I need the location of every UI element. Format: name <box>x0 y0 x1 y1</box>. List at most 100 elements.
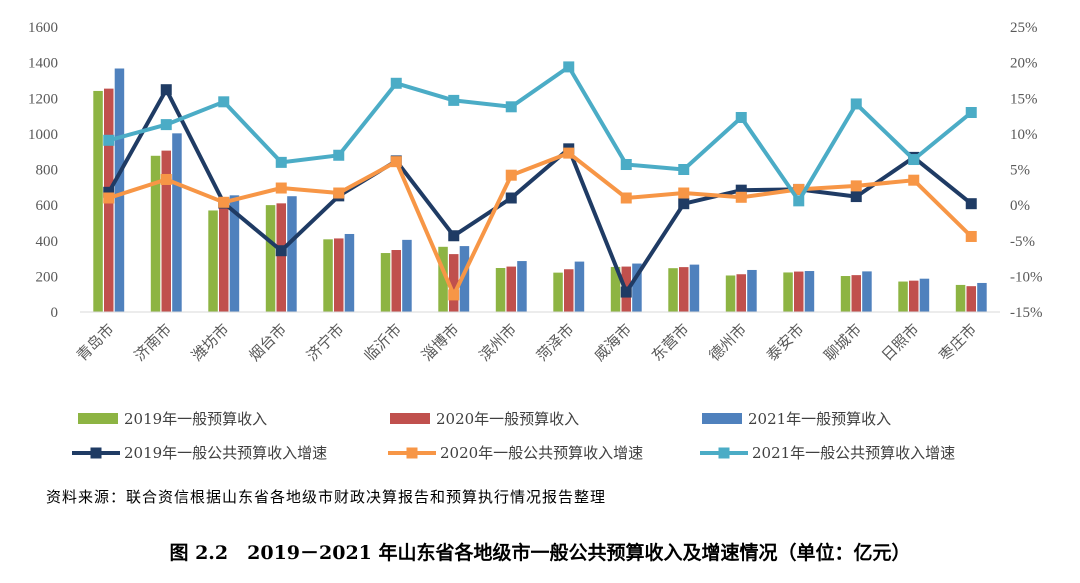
line-series-3 <box>108 64 973 203</box>
y-left-tick-label: 200 <box>36 269 59 285</box>
line-point-1-8 <box>505 192 517 204</box>
line-point-1-7 <box>448 230 460 242</box>
category-label: 临沂市 <box>361 320 406 365</box>
y-left-tick-label: 800 <box>36 163 59 179</box>
legend-swatch-marker-2 <box>406 447 418 459</box>
bar-2-8 <box>506 266 516 312</box>
bar-1-4 <box>265 205 276 312</box>
bar-2-6 <box>391 250 401 312</box>
bar-1-9 <box>553 272 563 312</box>
line-point-2-10 <box>620 192 632 204</box>
line-point-3-14 <box>850 98 862 110</box>
bar-2-5 <box>334 238 344 312</box>
bar-3-16 <box>977 282 987 312</box>
bar-1-8 <box>495 268 506 312</box>
bar-2-13 <box>794 271 804 312</box>
bar-2-3 <box>219 206 229 312</box>
bar-1-7 <box>438 246 448 312</box>
source-note: 资料来源：联合资信根据山东省各地级市财政决算报告和预算执行情况报告整理 <box>46 488 607 506</box>
legend-swatch-marker-1 <box>90 447 102 459</box>
y-left-tick-label: 1600 <box>28 20 58 36</box>
y-left-tick-label: 400 <box>36 234 59 250</box>
legend-label: 2020年一般公共预算收入增速 <box>440 444 643 462</box>
category-label: 潍坊市 <box>188 320 233 365</box>
line-series-2 <box>108 151 973 297</box>
line-point-3-12 <box>735 111 747 123</box>
line-point-2-16 <box>965 230 977 242</box>
bar-2-9 <box>564 269 574 312</box>
line-point-3-2 <box>160 119 172 131</box>
y-right-tick-label: 0% <box>1010 198 1030 214</box>
bar-1-14 <box>840 276 851 312</box>
bar-2-16 <box>966 286 976 312</box>
category-label: 菏泽市 <box>533 320 578 365</box>
line-point-3-9 <box>563 61 575 73</box>
line-point-3-6 <box>390 77 402 89</box>
line-point-1-10 <box>620 286 632 298</box>
line-point-3-8 <box>505 101 517 113</box>
category-label: 济宁市 <box>303 320 348 365</box>
bar-3-10 <box>632 263 642 312</box>
bar-1-5 <box>323 239 333 312</box>
line-point-1-12 <box>735 184 747 196</box>
bar-2-14 <box>851 275 861 312</box>
bar-3-1 <box>114 68 125 312</box>
legend-swatch-bar-3 <box>702 413 742 424</box>
bar-2-15 <box>909 280 919 312</box>
bar-1-10 <box>610 266 621 312</box>
y-left-tick-label: 1200 <box>28 91 58 107</box>
line-point-2-15 <box>908 174 920 186</box>
category-label: 烟台市 <box>246 320 291 365</box>
bar-3-5 <box>344 233 355 312</box>
category-label: 德州市 <box>706 320 751 365</box>
bar-2-11 <box>679 267 689 312</box>
line-point-3-11 <box>678 164 690 175</box>
line-point-2-2 <box>160 173 172 185</box>
line-point-2-6 <box>390 156 402 168</box>
y-right-tick-label: -15% <box>1010 305 1043 321</box>
line-point-1-2 <box>160 84 172 96</box>
line-point-2-7 <box>448 289 460 301</box>
y-left-tick-label: 1400 <box>28 56 58 72</box>
legend-label: 2019年一般预算收入 <box>124 410 267 428</box>
line-point-2-9 <box>563 147 575 159</box>
category-label: 青岛市 <box>73 320 118 365</box>
line-point-2-14 <box>850 180 862 192</box>
line-point-1-14 <box>850 191 862 203</box>
line-series-1 <box>107 87 973 295</box>
line-point-1-11 <box>678 198 690 210</box>
bar-3-6 <box>402 239 412 312</box>
line-point-2-13 <box>793 183 805 195</box>
category-label: 日照市 <box>878 320 923 365</box>
line-point-3-3 <box>218 96 230 108</box>
line-point-3-1 <box>103 134 115 146</box>
bar-1-6 <box>380 253 391 312</box>
bar-3-2 <box>172 133 182 312</box>
bar-3-8 <box>517 261 527 312</box>
bar-1-3 <box>208 210 218 312</box>
bar-1-15 <box>898 281 908 312</box>
line-point-2-4 <box>275 182 287 194</box>
category-label: 东营市 <box>648 320 693 365</box>
line-point-3-4 <box>275 156 287 168</box>
bar-3-4 <box>287 196 297 312</box>
figure-caption: 图 2.2 2019－2021 年山东省各地级市一般公共预算收入及增速情况（单位… <box>169 542 911 564</box>
category-label: 聊城市 <box>821 320 866 365</box>
legend-label: 2021年一般预算收入 <box>748 410 891 428</box>
bar-3-3 <box>229 195 240 312</box>
bar-1-1 <box>93 90 103 313</box>
chart: 0 200 400 600 800 1000 1200 1400 1600 -15% -10% -5%… <box>28 20 1043 462</box>
line-point-3-16 <box>965 107 977 118</box>
legend-swatch-bar-1 <box>78 413 118 424</box>
y-right-tick-label: -10% <box>1010 269 1043 285</box>
bar-2-4 <box>276 203 286 312</box>
line-point-2-12 <box>735 191 747 203</box>
line-point-1-16 <box>965 198 977 210</box>
bar-3-14 <box>862 271 872 312</box>
y-left-tick-label: 1000 <box>28 127 58 143</box>
y-right-tick-label: 10% <box>1010 127 1038 143</box>
line-point-2-11 <box>678 187 690 199</box>
line-point-2-8 <box>505 169 517 181</box>
bar-3-15 <box>919 278 930 312</box>
legend-swatch-marker-3 <box>718 447 730 459</box>
